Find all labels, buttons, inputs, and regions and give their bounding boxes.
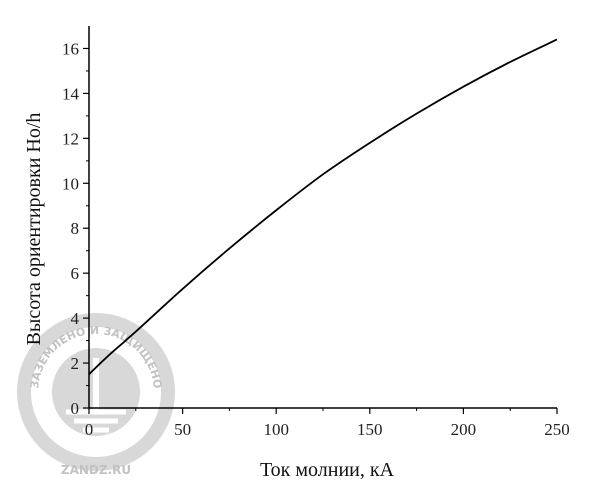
y-tick-label: 12 (62, 129, 79, 148)
stamp-ring (17, 313, 175, 471)
y-tick-label: 6 (71, 264, 80, 283)
y-tick-label: 10 (62, 174, 79, 193)
y-tick-label: 14 (62, 84, 80, 103)
series-line (88, 38, 558, 375)
plot-area: 0 2 4 6 8 10 12 14 16 0 50 100 150 200 250 (62, 26, 570, 439)
x-tick-label: 200 (451, 420, 477, 439)
x-tick-label: 150 (357, 420, 383, 439)
x-tick-label: 100 (263, 420, 289, 439)
x-tick-label: 0 (85, 420, 94, 439)
y-tick-label: 4 (71, 309, 80, 328)
watermark-bottom-text: ZANDZ.RU (61, 463, 131, 477)
y-tick-label: 2 (71, 354, 80, 373)
y-tick-label: 0 (71, 399, 80, 418)
y-tick-label: 8 (71, 219, 80, 238)
x-axis-title: Ток молнии, кА (260, 459, 395, 481)
x-tick-label: 50 (174, 420, 191, 439)
watermark-stamp: ЗАЗЕМЛЕНО И ЗАЩИЩЕНО ZANDZ.RU (17, 313, 175, 477)
x-tick-label: 250 (544, 420, 570, 439)
y-axis-title: Высота ориентировки Ho/h (23, 113, 45, 346)
y-tick-label: 16 (62, 39, 79, 58)
